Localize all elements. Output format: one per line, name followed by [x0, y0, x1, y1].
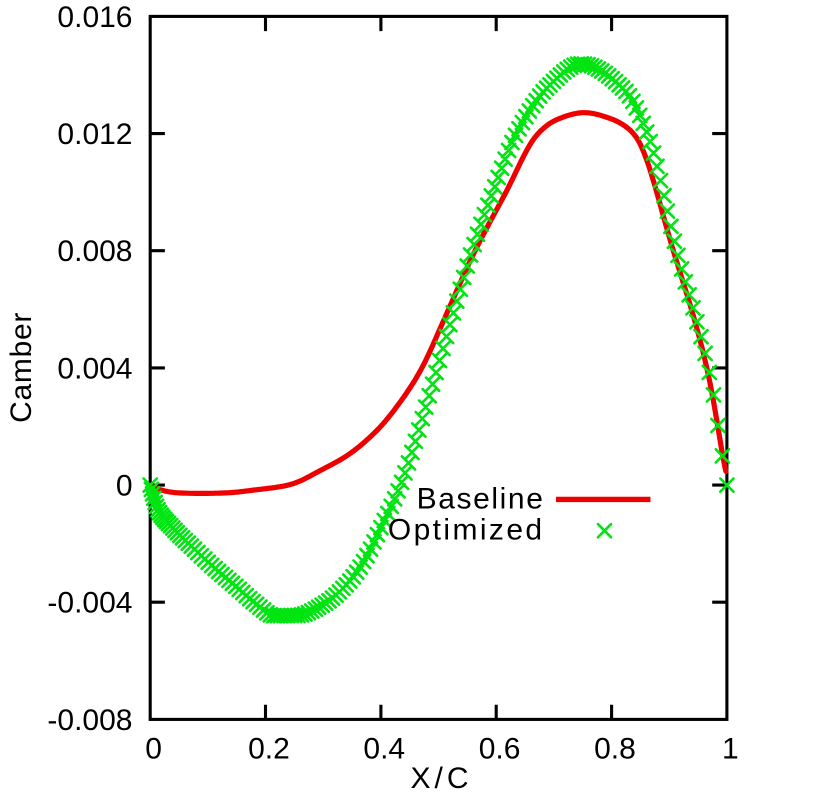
svg-text:0: 0	[145, 733, 162, 766]
svg-text:0.004: 0.004	[57, 352, 132, 385]
svg-text:0.2: 0.2	[248, 733, 290, 766]
svg-text:0.012: 0.012	[57, 118, 132, 151]
svg-text:X/C: X/C	[410, 762, 472, 795]
svg-text:-0.004: -0.004	[47, 587, 132, 620]
svg-text:0.8: 0.8	[594, 733, 636, 766]
svg-text:0.016: 0.016	[57, 1, 132, 34]
svg-text:Baseline: Baseline	[417, 483, 545, 516]
svg-text:Camber: Camber	[5, 312, 38, 423]
svg-text:-0.008: -0.008	[47, 704, 132, 737]
svg-text:Optimized: Optimized	[388, 514, 545, 547]
svg-text:0.008: 0.008	[57, 235, 132, 268]
svg-text:1: 1	[722, 733, 739, 766]
svg-text:0: 0	[116, 470, 133, 503]
svg-text:0.4: 0.4	[363, 733, 405, 766]
svg-text:0.6: 0.6	[479, 733, 521, 766]
